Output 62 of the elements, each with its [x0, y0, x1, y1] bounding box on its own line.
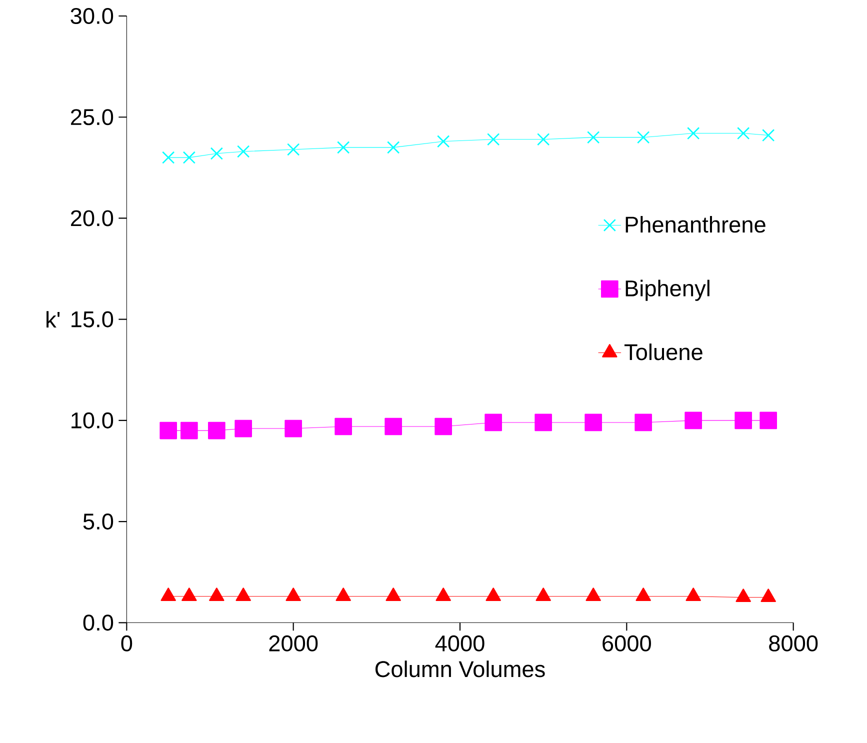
point: [437, 135, 450, 148]
point: [637, 131, 650, 144]
point: [287, 143, 300, 156]
point: [634, 414, 652, 432]
point: [486, 588, 501, 602]
y-tick-label: 5.0: [83, 514, 114, 530]
point: [636, 588, 651, 602]
point: [160, 422, 178, 440]
y-tick-label: 25.0: [70, 109, 114, 126]
legend-label: Biphenyl: [626, 280, 710, 302]
point: [160, 588, 176, 602]
point: [182, 588, 197, 602]
point: [760, 412, 778, 430]
point: [387, 141, 400, 154]
point: [336, 588, 351, 602]
point: [536, 588, 551, 602]
x-tick-label: 6000: [602, 636, 651, 652]
point: [162, 151, 175, 164]
point: [434, 418, 452, 436]
point: [386, 588, 401, 602]
y-tick-label: 0.0: [83, 614, 114, 631]
point: [209, 588, 224, 602]
point: [236, 588, 251, 602]
point: [237, 145, 250, 158]
point: [736, 588, 751, 602]
legend-label: Toluene: [624, 344, 702, 360]
y-axis-title: k': [46, 311, 60, 328]
point: [737, 127, 750, 140]
point: [762, 129, 775, 142]
x-tick-label: 4000: [435, 636, 484, 652]
x-tick-label: 0: [121, 636, 132, 652]
point: [684, 412, 702, 430]
point: [484, 414, 502, 432]
point: [534, 414, 552, 432]
legend-label: Phenanthrene: [626, 216, 766, 233]
x-tick-label: 8000: [769, 636, 818, 652]
point: [337, 141, 350, 154]
point: [286, 588, 301, 602]
point: [686, 588, 701, 602]
point: [208, 422, 226, 440]
x-tick-label: 2000: [269, 636, 318, 652]
point: [210, 147, 223, 160]
y-tick-label: 20.0: [70, 210, 114, 226]
point: [334, 418, 352, 436]
point: [284, 420, 302, 438]
point: [760, 588, 776, 602]
point: [587, 131, 600, 144]
y-tick-label: 10.0: [72, 412, 114, 429]
point: [182, 151, 196, 164]
point: [384, 418, 402, 436]
point: [436, 588, 451, 602]
point: [234, 420, 252, 438]
point: [586, 588, 601, 602]
point: [537, 133, 550, 146]
point: [687, 127, 700, 140]
point: [180, 422, 198, 440]
point: [487, 133, 500, 146]
y-tick-label: 30.0: [70, 8, 114, 24]
point: [584, 414, 602, 432]
point: [734, 412, 752, 430]
y-tick-label: 15.0: [72, 311, 114, 328]
x-axis-title: Column Volumes: [375, 660, 545, 678]
